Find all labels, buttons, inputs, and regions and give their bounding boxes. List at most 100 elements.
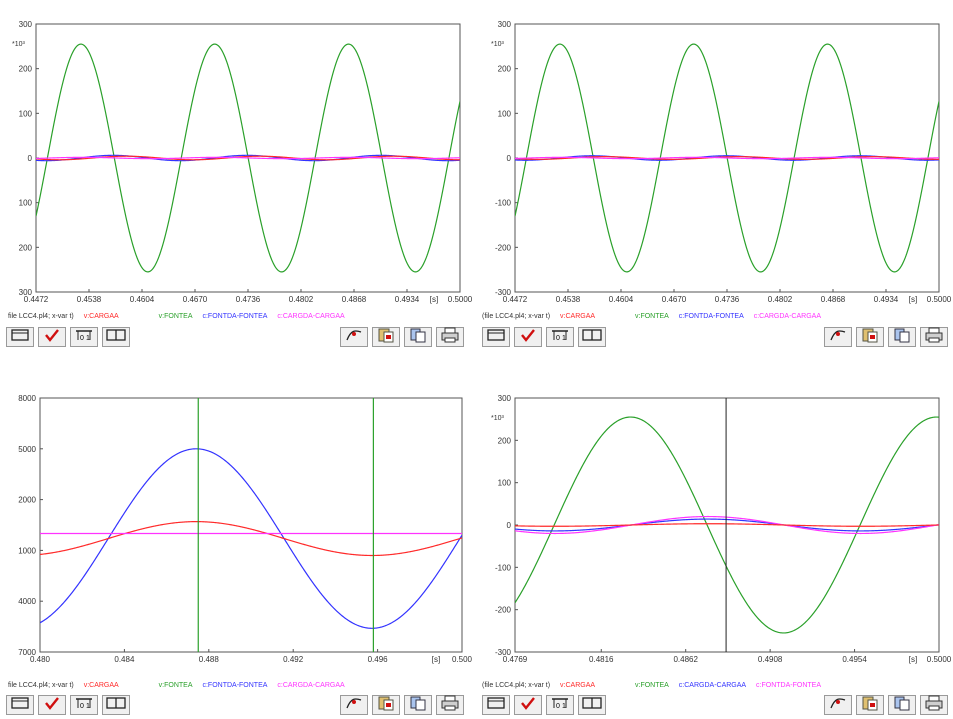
copy-image-button[interactable] [372,327,400,347]
checkmark-button[interactable] [38,695,66,715]
split-view-icon [582,696,602,714]
curve-icon [829,696,847,715]
window-button[interactable] [482,695,510,715]
checkmark-button[interactable] [38,327,66,347]
y-tick-label: 300 [498,394,512,403]
copy-image-icon [377,327,395,348]
split-view-button[interactable] [102,695,130,715]
print-button[interactable] [436,695,464,715]
y-tick-label: -200 [495,606,512,615]
print-button[interactable] [920,327,948,347]
checkmark-icon [520,328,536,347]
y-tick-label: 300 [498,20,512,29]
copy-button[interactable] [404,327,432,347]
series-line-v-fontea [36,43,460,273]
copy-button[interactable] [404,695,432,715]
legend-entry-c-fontda-fontea: c:FONTDA-FONTEA [756,682,821,689]
x-unit-label: [s] [430,295,438,304]
y-tick-label: 300 [19,20,33,29]
y-tick-label: 5000 [18,445,36,454]
curve-button[interactable] [340,327,368,347]
series-line-v-cargaa [40,521,462,557]
chart-panel-bottom-left: 8000 5000 2000 1000 4000 7000 0.480 0.484 0.488 0… [0,390,473,719]
print-button[interactable] [436,327,464,347]
curve-button[interactable] [824,327,852,347]
file-info-row: file LCC4.pl4; x-var t) v:CARGAA v:FONTE… [8,682,353,689]
legend-entry-c-cargda-cargaa: c:CARGDA-CARGAA [277,682,345,689]
split-view-button[interactable] [578,695,606,715]
curve-button[interactable] [824,695,852,715]
print-icon [925,695,943,716]
svg-text:0: 0 [80,335,84,342]
y-tick-label: -100 [495,563,512,572]
y-multiplier-label: *10³ [12,41,26,48]
series-line-c-cargda-cargaa [515,156,939,160]
chart-panel-top-right: 300 200 100 0 -100 -200 -300 *10³ 0.4472 0.4538 0.… [478,0,953,360]
svg-text:0: 0 [556,703,560,710]
x-tick-label-last: 0.5000 [927,295,952,304]
print-button[interactable] [920,695,948,715]
window-button[interactable] [482,327,510,347]
window-icon [11,328,29,346]
copy-image-button[interactable] [856,695,884,715]
window-button[interactable] [6,327,34,347]
copy-icon [893,327,911,348]
chart-panel-bottom-right: 300 200 100 0 -100 -200 -300 *10³ 0.4769 0.4816 0.… [478,390,953,719]
x-tick-label: 0.4670 [183,295,208,304]
checkmark-button[interactable] [514,327,542,347]
legend-entry-v-fontea: v:FONTEA [158,313,193,320]
y-multiplier-label: *10³ [491,41,505,48]
x-tick-label-last: 0.500 [452,655,473,664]
split-view-button[interactable] [578,327,606,347]
copy-button[interactable] [888,695,916,715]
copy-image-button[interactable] [856,327,884,347]
x-tick-label: 0.4472 [503,295,528,304]
legend-entry-c-fontda-fontea: c:FONTDA-FONTEA [678,313,744,320]
legend-entry-c-fontda-fontea: c:FONTDA-FONTEA [202,682,268,689]
x-tick-label: 0.4802 [289,295,314,304]
series-line-c-cargda-cargaa [36,156,460,160]
split-view-icon [582,328,602,346]
x-tick-label: 0.4868 [821,295,846,304]
series-line-c-fontda-fontea [515,155,939,161]
y-tick-label: -100 [495,199,512,208]
y-tick-label: 100 [19,199,33,208]
x-tick-label: 0.4802 [768,295,793,304]
svg-text:1: 1 [86,703,90,710]
curve-button[interactable] [340,695,368,715]
split-view-button[interactable] [102,327,130,347]
copy-image-button[interactable] [372,695,400,715]
y-tick-label: 0 [507,521,512,530]
x-tick-label: 0.4736 [715,295,740,304]
y-tick-label: 200 [19,243,33,252]
x-tick-label: 0.480 [30,655,51,664]
copy-icon [409,327,427,348]
y-tick-label: 100 [498,109,512,118]
x-tick-label: 0.4538 [556,295,581,304]
checkmark-button[interactable] [514,695,542,715]
curve-icon [345,328,363,347]
copy-image-icon [861,327,879,348]
x-tick-label: 0.4736 [236,295,261,304]
x-tick-label: 0.4934 [874,295,899,304]
window-icon [487,696,505,714]
plot-area [514,397,940,653]
copy-button[interactable] [888,327,916,347]
series-line-c-fontda-fontea [40,448,462,629]
y-tick-label: -300 [495,648,512,657]
window-button[interactable] [6,695,34,715]
file-info-row: (file LCC4.pl4; x-var t) v:CARGAA v:FONT… [482,682,829,689]
series-line-c-cargda-cargaa [515,518,939,532]
legend-entry-v-fontea: v:FONTEA [158,682,193,689]
series-group [515,43,939,273]
